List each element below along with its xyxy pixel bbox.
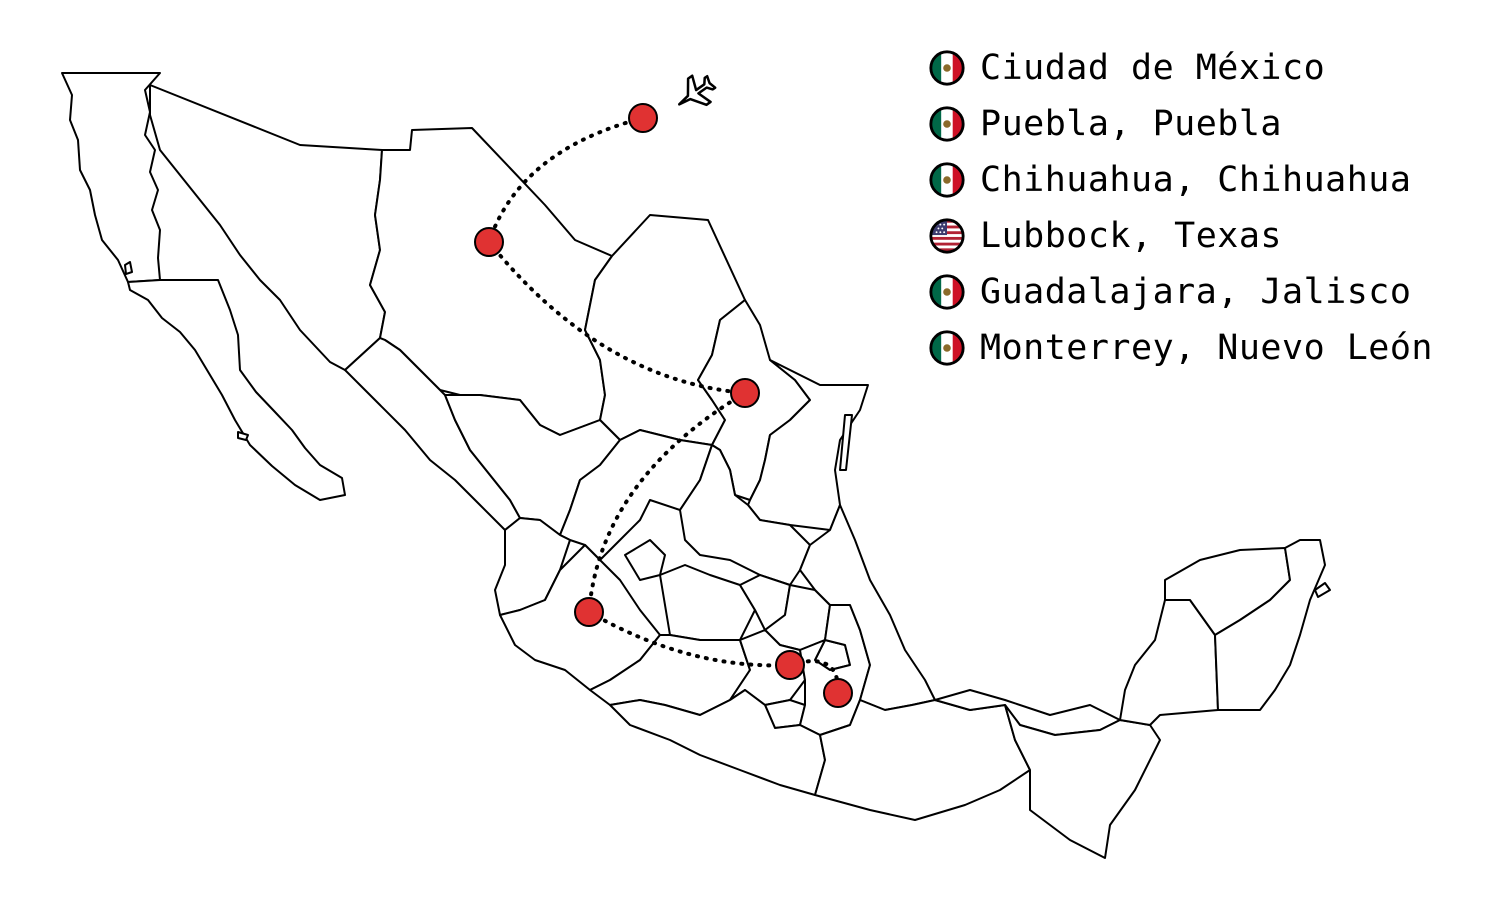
stop-cdmx: [775, 650, 805, 680]
legend-label: Puebla, Puebla: [980, 104, 1283, 144]
state-quintana-roo: [1214, 539, 1326, 711]
legend-label: Chihuahua, Chihuahua: [980, 160, 1412, 200]
mexico-flag-icon: [929, 162, 965, 198]
island-cozumel: [1314, 582, 1331, 598]
lagoon-madre: [839, 414, 853, 471]
route-segment-chihuahua-monterrey: [487, 240, 747, 395]
legend-label: Lubbock, Texas: [980, 216, 1283, 256]
legend-item-ciudad-de-mexico: Ciudad de México: [928, 40, 1433, 96]
state-guanajuato: [659, 564, 756, 641]
route-stops: [474, 103, 853, 708]
legend-label: Ciudad de México: [980, 48, 1326, 88]
route-segment-lubbock-chihuahua: [487, 116, 645, 244]
mexico-flag-icon: [929, 50, 965, 86]
state-zacatecas: [559, 429, 713, 561]
route-segment-guadalajara-cdmx: [587, 610, 792, 668]
state-aguascalientes: [624, 539, 666, 581]
state-chiapas: [1004, 704, 1161, 859]
legend-label: Guadalajara, Jalisco: [980, 272, 1412, 312]
legend-item-guadalajara: Guadalajara, Jalisco: [928, 264, 1433, 320]
mexico-flag-icon: [929, 106, 965, 142]
legend-label: Monterrey, Nuevo León: [980, 328, 1434, 368]
mexico-flag-icon: [929, 274, 965, 310]
state-baja-california-sur: [127, 279, 346, 501]
legend-item-lubbock: Lubbock, Texas: [928, 208, 1433, 264]
stop-chihuahua: [474, 227, 504, 257]
legend-item-chihuahua: Chihuahua, Chihuahua: [928, 152, 1433, 208]
island-tiburon: [124, 261, 133, 275]
stop-guadalajara: [574, 597, 604, 627]
state-baja-california: [61, 72, 161, 283]
legend-item-monterrey: Monterrey, Nuevo León: [928, 320, 1433, 376]
usa-flag-icon: [929, 218, 965, 254]
airplane-icon: [678, 74, 717, 107]
stop-lubbock: [628, 103, 658, 133]
island-gulf: [237, 431, 249, 441]
legend: Ciudad de México Puebla, Puebla: [928, 40, 1433, 376]
state-guerrero: [609, 689, 826, 796]
stop-puebla: [823, 678, 853, 708]
stop-monterrey: [730, 378, 760, 408]
legend-item-puebla: Puebla, Puebla: [928, 96, 1433, 152]
mexico-flag-icon: [929, 330, 965, 366]
